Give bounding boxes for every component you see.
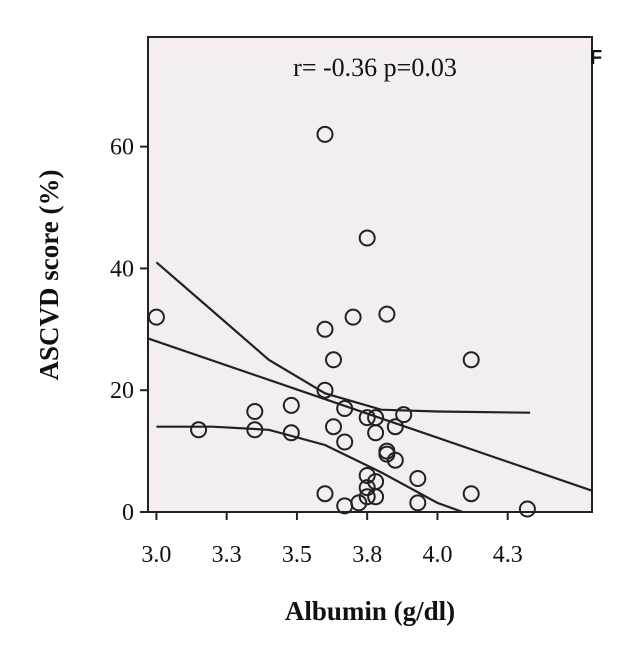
x-tick-label: 3.0 (141, 542, 171, 568)
data-point (358, 467, 376, 484)
data-point (282, 396, 300, 414)
correlation-annotation: r= -0.36 p=0.03 (293, 53, 457, 82)
data-point (147, 308, 165, 326)
data-point (316, 485, 334, 503)
data-point (325, 351, 342, 369)
x-tick-label: 4.0 (422, 542, 452, 568)
data-point (358, 479, 376, 497)
data-point (409, 494, 427, 512)
data-point (282, 424, 300, 442)
data-point (316, 381, 334, 399)
data-point (358, 229, 376, 247)
data-point (358, 488, 376, 506)
data-point (462, 485, 480, 503)
lower-confidence-curve (156, 425, 466, 512)
data-point (350, 494, 368, 512)
y-tick-label: 60 (110, 135, 134, 161)
plot-area (147, 36, 593, 513)
data-point (246, 421, 264, 439)
data-point (462, 351, 480, 369)
x-tick-label: 4.3 (493, 542, 523, 568)
data-point (518, 500, 536, 518)
data-point (367, 488, 385, 506)
data-point (344, 308, 362, 326)
data-point (367, 424, 385, 442)
y-tick-label: 20 (110, 378, 134, 404)
data-point (386, 451, 404, 469)
chart-marks (147, 125, 592, 518)
x-tick-label: 3.8 (352, 542, 382, 568)
data-point (386, 418, 404, 436)
data-point (395, 406, 413, 424)
regression-line (148, 337, 592, 492)
x-tick-label: 3.5 (282, 542, 312, 568)
data-point (190, 421, 208, 439)
data-point (316, 320, 334, 338)
y-tick-label: 40 (110, 256, 134, 282)
y-axis-title: ASCVD score (%) (34, 170, 64, 381)
data-point (378, 445, 396, 463)
data-point (409, 470, 427, 487)
data-point (316, 125, 334, 143)
data-point (378, 305, 396, 323)
y-tick-label: 0 (122, 500, 134, 526)
axis-ticks: 3.0 3.3 3.5 3.8 4.0 4.3 0 20 40 60 (110, 135, 523, 568)
x-tick-label: 3.3 (212, 542, 242, 568)
data-point (336, 433, 354, 451)
panel-label: F (590, 47, 602, 69)
data-point (246, 403, 264, 420)
data-point (325, 418, 342, 436)
data-point (336, 400, 354, 417)
x-axis-title: Albumin (g/dl) (285, 596, 455, 626)
upper-confidence-curve (155, 261, 531, 414)
data-point (358, 409, 376, 427)
